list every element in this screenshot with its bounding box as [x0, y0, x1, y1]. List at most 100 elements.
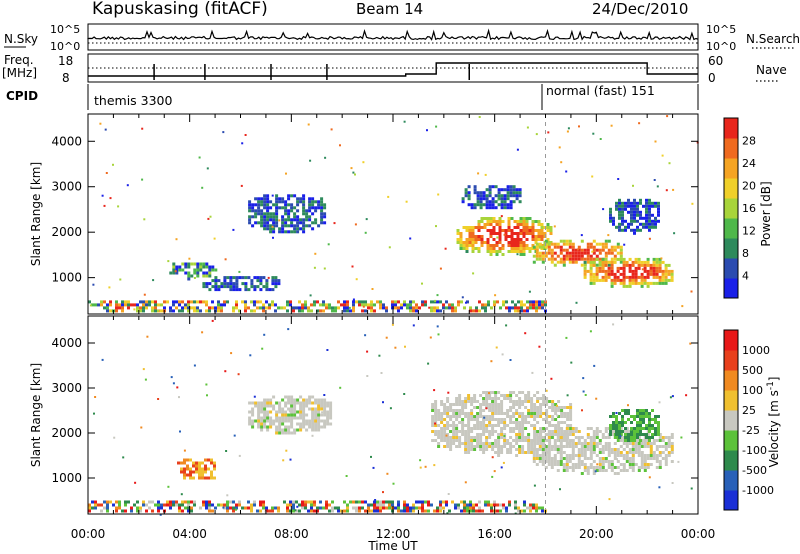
heatmap-cell	[494, 451, 498, 454]
heatmap-cell	[517, 506, 520, 510]
heatmap-cell	[565, 251, 569, 255]
heatmap-cell	[317, 422, 321, 426]
heatmap-cell	[549, 226, 553, 229]
heatmap-cell	[488, 394, 492, 397]
heatmap-cell	[97, 503, 100, 507]
heatmap-cell	[217, 309, 220, 313]
heatmap-cell	[601, 448, 605, 451]
heatmap-cell	[263, 425, 267, 429]
heatmap-cell	[260, 218, 264, 222]
heatmap-cell	[263, 407, 267, 411]
heatmap-cell	[496, 236, 499, 239]
heatmap-cell	[507, 223, 511, 226]
heatmap-cell	[500, 197, 504, 201]
heatmap-cell	[295, 306, 298, 310]
heatmap-cell	[187, 262, 191, 266]
heatmap-cell	[440, 421, 444, 424]
heatmap-cell	[488, 436, 492, 439]
heatmap-cell	[541, 451, 545, 454]
heatmap-cell	[479, 191, 483, 195]
heatmap-cell	[540, 226, 544, 229]
heatmap-cell	[479, 194, 483, 198]
heatmap-cell	[507, 244, 511, 247]
heatmap-cell	[527, 445, 531, 448]
heatmap-cell	[367, 509, 370, 513]
heatmap-cell	[530, 442, 534, 445]
heatmap-cell	[226, 503, 229, 507]
heatmap-cell	[326, 416, 330, 420]
heatmap-cell	[557, 421, 561, 424]
heatmap-cell	[613, 451, 617, 454]
heatmap-cell	[348, 306, 351, 309]
colorbar-segment	[724, 450, 738, 471]
heatmap-cell	[619, 266, 623, 270]
heatmap-cell	[379, 303, 382, 307]
heatmap-cell	[109, 197, 112, 200]
heatmap-cell	[577, 454, 581, 457]
heatmap-cell	[516, 226, 520, 229]
heatmap-cell	[595, 254, 599, 258]
heatmap-cell	[461, 424, 465, 427]
heatmap-cell	[251, 206, 255, 210]
heatmap-cell	[607, 436, 611, 439]
heatmap-cell	[521, 436, 525, 439]
heatmap-cell	[320, 197, 324, 201]
heatmap-cell	[477, 220, 481, 223]
heatmap-cell	[437, 445, 441, 448]
heatmap-cell	[181, 262, 185, 266]
heatmap-cell	[184, 306, 187, 310]
heatmap-cell	[670, 445, 674, 448]
heatmap-cell	[184, 262, 188, 266]
heatmap-cell	[627, 404, 629, 407]
heatmap-cell	[648, 237, 651, 240]
heatmap-cell	[272, 419, 276, 423]
colorbar-segment	[724, 158, 738, 179]
heatmap-cell	[515, 412, 519, 415]
heatmap-cell	[670, 436, 674, 439]
heatmap-cell	[498, 235, 502, 238]
heatmap-cell	[284, 230, 288, 234]
heatmap-cell	[172, 303, 175, 307]
heatmap-cell	[547, 448, 551, 451]
heatmap-cell	[604, 275, 608, 279]
heatmap-cell	[521, 448, 525, 451]
heatmap-cell	[472, 309, 475, 313]
heatmap-cell	[562, 254, 566, 258]
heatmap-cell	[93, 412, 95, 415]
heatmap-cell	[582, 390, 585, 393]
heatmap-cell	[562, 257, 566, 261]
heatmap-cell	[503, 206, 507, 210]
heatmap-cell	[509, 391, 513, 394]
heatmap-cell	[571, 257, 575, 261]
heatmap-cell	[421, 303, 424, 307]
heatmap-cell	[515, 400, 519, 403]
heatmap-cell	[560, 415, 564, 418]
heatmap-cell	[464, 424, 468, 427]
heatmap-cell	[139, 506, 142, 510]
heatmap-cell	[482, 194, 486, 198]
heatmap-cell	[199, 506, 202, 510]
heatmap-cell	[475, 503, 478, 507]
heatmap-cell	[518, 200, 522, 204]
heatmap-cell	[298, 309, 301, 313]
heatmap-cell	[648, 421, 651, 424]
heatmap-cell	[454, 309, 457, 313]
heatmap-cell	[455, 400, 459, 403]
heatmap-cell	[482, 403, 486, 406]
heatmap-cell	[458, 400, 462, 403]
heatmap-cell	[260, 215, 264, 219]
heatmap-cell	[565, 170, 568, 173]
heatmap-cell	[210, 461, 213, 465]
heatmap-cell	[488, 206, 492, 210]
heatmap-cell	[640, 281, 644, 285]
heatmap-cell	[625, 284, 629, 288]
heatmap-cell	[531, 220, 535, 223]
heatmap-cell	[250, 509, 253, 513]
heatmap-cell	[495, 223, 499, 226]
heatmap-cell	[409, 303, 412, 307]
heatmap-cell	[523, 500, 526, 504]
heatmap-cell	[636, 225, 639, 229]
heatmap-cell	[592, 248, 596, 252]
heatmap-cell	[455, 439, 459, 442]
heatmap-cell	[613, 466, 617, 469]
